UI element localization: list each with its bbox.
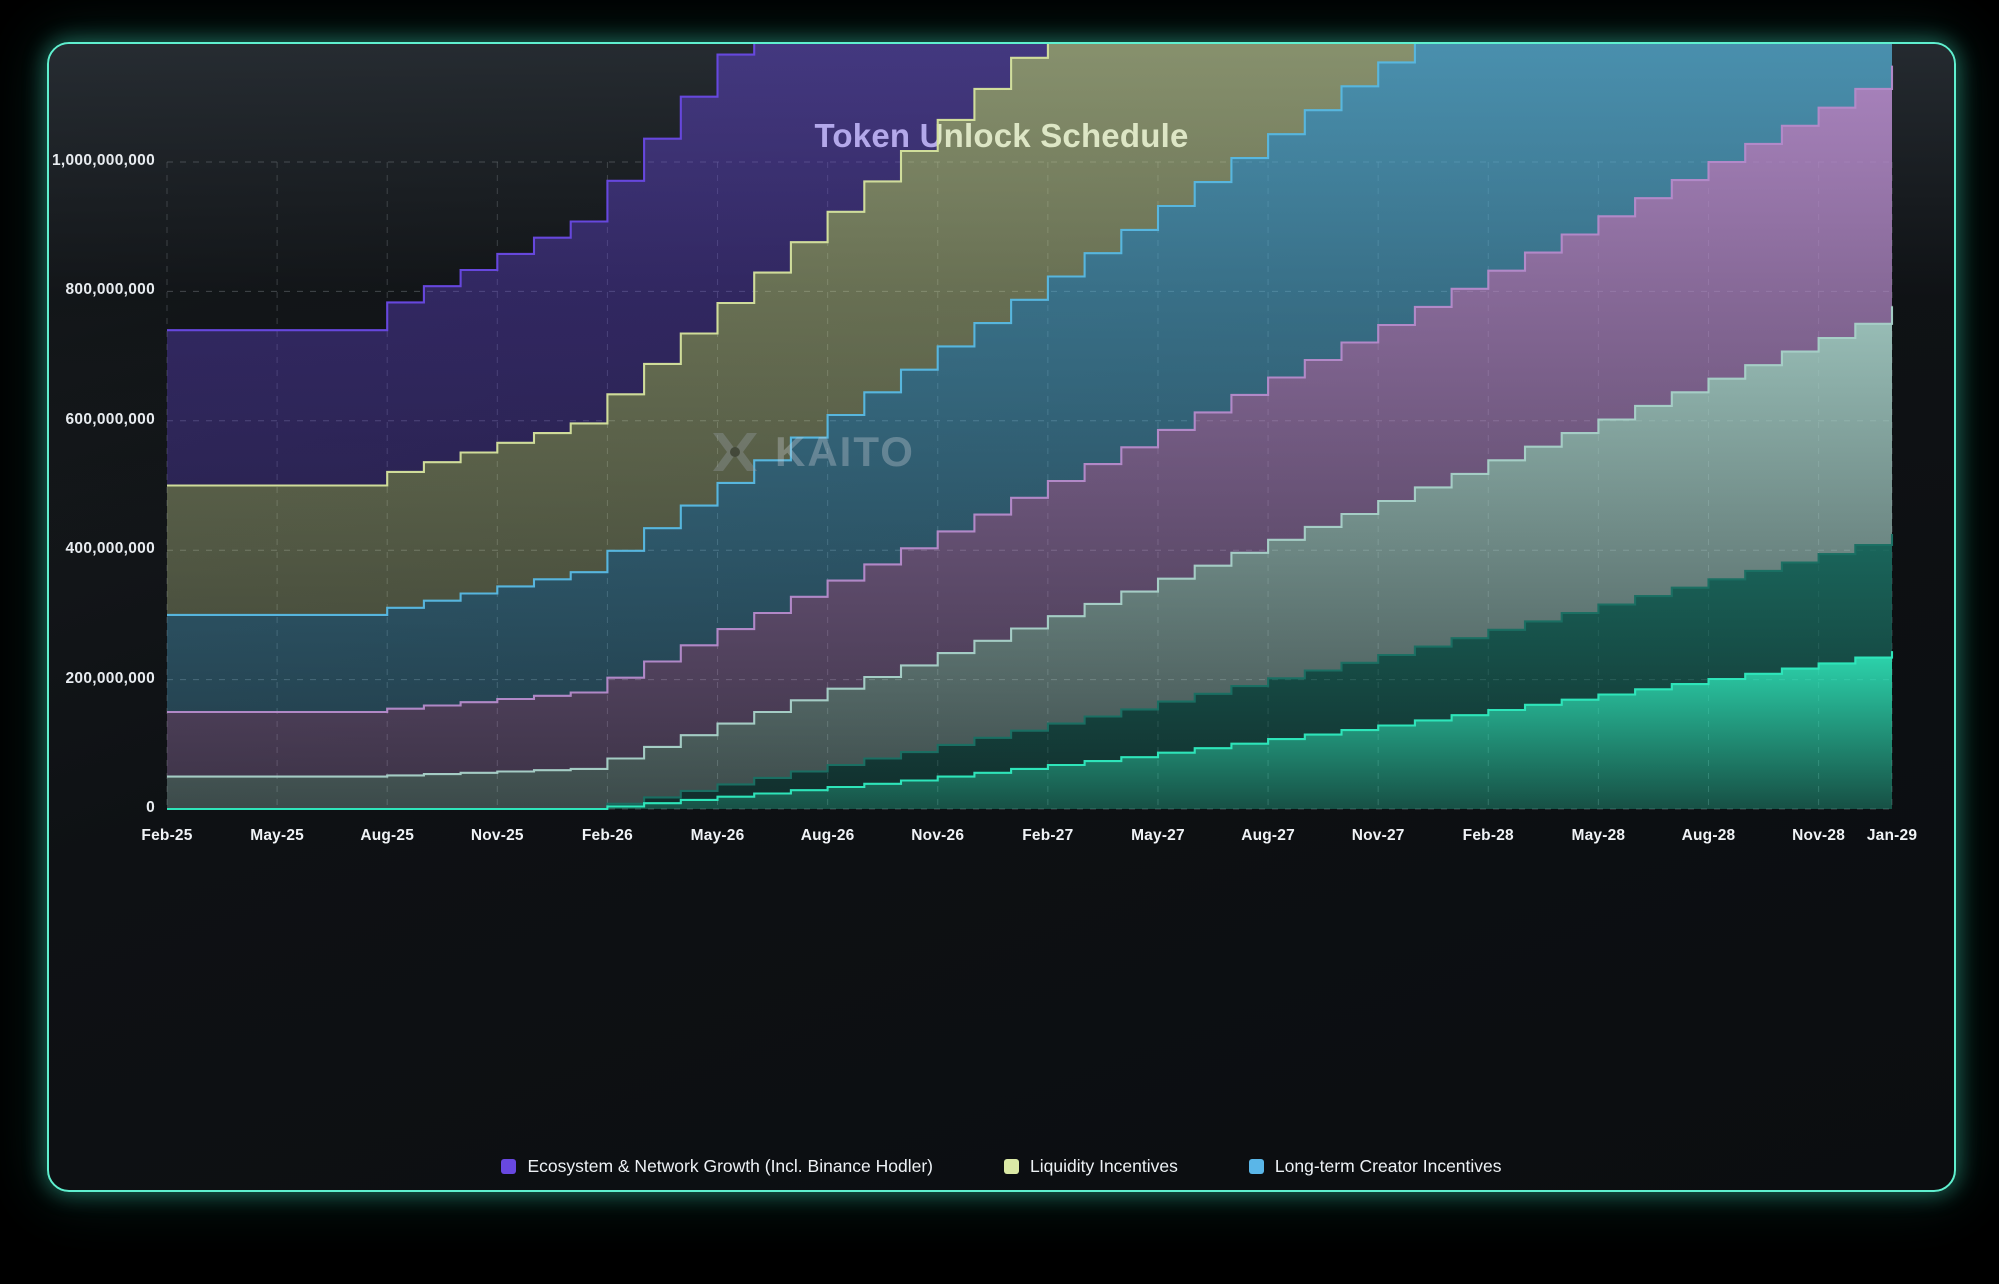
- chart-legend-row-1: Ecosystem & Network Growth (Incl. Binanc…: [49, 1156, 1954, 1177]
- x-axis-tick-label: Nov-27: [1351, 827, 1405, 844]
- x-axis-tick-label: Aug-28: [1681, 827, 1736, 844]
- x-axis-tick-label: May-28: [1571, 827, 1626, 844]
- x-axis-tick-label: Nov-25: [470, 827, 524, 844]
- legend-label: Long-term Creator Incentives: [1274, 1156, 1502, 1176]
- y-axis-tick-label: 200,000,000: [65, 669, 155, 687]
- legend-label: Core Contributors: [1338, 1191, 1476, 1192]
- chart-plot-area: 0 200,000,000 400,000,000 600,000,000 800,00…: [49, 44, 1954, 1190]
- y-axis-tick-label: 600,000,000: [65, 410, 155, 428]
- x-axis-tick-label: Aug-25: [360, 827, 415, 844]
- legend-label: Ecosystem & Network Growth (Incl. Binanc…: [527, 1156, 934, 1176]
- y-axis-tick-label: 1,000,000,000: [51, 152, 155, 169]
- x-axis-tick-label: Nov-28: [1792, 827, 1846, 844]
- x-axis-tick-label: Feb-27: [1022, 827, 1074, 844]
- stacked-area-chart: [166, 44, 1894, 811]
- x-axis-tick-label: Nov-26: [911, 827, 965, 844]
- y-axis-tick-label: 0: [146, 799, 155, 816]
- x-axis-tick-label: Feb-28: [1462, 827, 1514, 844]
- legend-item[interactable]: Long-term Creator Incentives: [1248, 1156, 1502, 1177]
- y-axis-tick-label: 400,000,000: [65, 540, 155, 558]
- legend-label: Early Backers: [1136, 1191, 1244, 1192]
- x-axis-tick-label: May-26: [690, 827, 745, 844]
- chart-card: Token Unlock Schedule 0200,000,000400,00…: [47, 42, 1956, 1192]
- legend-label: Foundation: [955, 1191, 1043, 1192]
- legend-item[interactable]: Initial Community and Ecosystem Claim: [527, 1191, 861, 1192]
- x-axis-tick-label: Aug-27: [1241, 827, 1295, 844]
- x-axis-tick-label: Jan-29: [1866, 827, 1918, 844]
- x-axis-tick-label: Feb-26: [581, 827, 633, 844]
- x-axis-tick-label: Feb-25: [141, 827, 193, 844]
- x-axis-tick-label: May-25: [250, 827, 304, 844]
- legend-swatch-icon: [1248, 1159, 1264, 1174]
- legend-item[interactable]: Ecosystem & Network Growth (Incl. Binanc…: [501, 1156, 933, 1177]
- legend-swatch-icon: [1004, 1159, 1020, 1174]
- legend-item[interactable]: Early Backers: [1110, 1191, 1244, 1192]
- legend-item[interactable]: Liquidity Incentives: [1004, 1156, 1178, 1177]
- legend-item[interactable]: Foundation: [929, 1191, 1043, 1192]
- legend-label: Initial Community and Ecosystem Claim: [553, 1191, 861, 1192]
- y-axis-tick-label: 800,000,000: [65, 281, 155, 299]
- legend-swatch-icon: [501, 1159, 517, 1174]
- legend-label: Liquidity Incentives: [1030, 1156, 1178, 1176]
- x-axis-tick-label: Aug-26: [800, 827, 855, 844]
- chart-legend-row-2: Initial Community and Ecosystem Claim Fou…: [49, 1191, 1954, 1192]
- x-axis-tick-label: May-27: [1131, 827, 1185, 844]
- legend-item[interactable]: Core Contributors: [1312, 1191, 1476, 1192]
